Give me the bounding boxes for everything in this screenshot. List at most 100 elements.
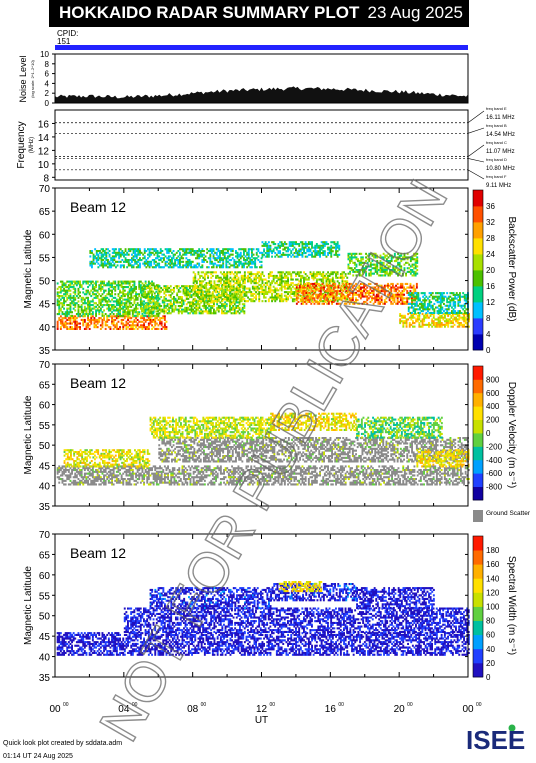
data-cell bbox=[304, 241, 307, 244]
data-cell bbox=[298, 252, 301, 255]
data-cell bbox=[243, 306, 246, 309]
data-cell bbox=[412, 314, 414, 317]
data-cell bbox=[327, 243, 329, 246]
data-cell bbox=[441, 301, 444, 304]
data-cell bbox=[64, 320, 67, 323]
data-cell bbox=[159, 259, 162, 262]
data-cell bbox=[408, 322, 411, 325]
data-cell bbox=[59, 322, 62, 325]
data-cell bbox=[229, 282, 232, 285]
data-cell bbox=[134, 259, 137, 262]
data-cell bbox=[80, 305, 83, 308]
data-cell bbox=[421, 325, 424, 328]
data-cell bbox=[128, 304, 131, 307]
data-cell bbox=[412, 320, 414, 323]
data-cell bbox=[176, 299, 179, 302]
data-cell bbox=[93, 320, 96, 323]
data-cell bbox=[211, 296, 214, 299]
data-cell bbox=[210, 276, 213, 279]
data-cell bbox=[271, 252, 273, 255]
data-cell bbox=[280, 282, 283, 285]
data-cell bbox=[443, 299, 445, 302]
data-cell bbox=[299, 250, 302, 253]
data-cell bbox=[269, 246, 272, 249]
data-cell bbox=[247, 300, 249, 303]
data-cell bbox=[173, 310, 175, 313]
data-cell bbox=[147, 257, 149, 260]
data-cell bbox=[195, 310, 198, 313]
data-cell bbox=[293, 300, 296, 303]
data-cell bbox=[280, 287, 283, 290]
data-cell bbox=[247, 251, 250, 254]
data-cell bbox=[203, 298, 206, 301]
data-cell bbox=[213, 305, 215, 308]
data-cell bbox=[87, 318, 89, 321]
data-cell bbox=[283, 285, 286, 288]
data-cell bbox=[119, 313, 121, 316]
data-cell bbox=[419, 297, 421, 300]
data-cell bbox=[123, 289, 126, 292]
data-cell bbox=[87, 314, 89, 317]
data-cell bbox=[74, 322, 77, 325]
data-cell bbox=[166, 264, 169, 267]
data-cell bbox=[100, 260, 103, 263]
data-cell bbox=[417, 293, 420, 296]
data-cell bbox=[277, 243, 280, 246]
data-cell bbox=[130, 302, 133, 305]
data-cell bbox=[171, 306, 174, 309]
data-cell bbox=[88, 305, 91, 308]
data-cell bbox=[208, 300, 211, 303]
data-cell bbox=[135, 305, 137, 308]
data-cell bbox=[256, 282, 259, 285]
data-cell bbox=[171, 260, 173, 263]
data-cell bbox=[460, 311, 463, 314]
data-cell bbox=[302, 299, 305, 302]
data-cell bbox=[243, 264, 245, 267]
data-cell bbox=[108, 260, 111, 263]
data-cell bbox=[223, 271, 225, 274]
data-cell bbox=[114, 305, 117, 308]
data-cell bbox=[277, 292, 280, 295]
data-cell bbox=[414, 299, 417, 302]
data-cell bbox=[97, 262, 100, 265]
data-cell bbox=[454, 302, 457, 305]
data-cell bbox=[251, 259, 253, 262]
data-cell bbox=[198, 264, 201, 267]
data-cell bbox=[165, 326, 168, 329]
data-cell bbox=[414, 288, 417, 291]
data-cell bbox=[439, 320, 442, 323]
data-cell bbox=[287, 298, 289, 301]
data-cell bbox=[423, 297, 426, 300]
colorbar-tick-label: 28 bbox=[486, 234, 495, 243]
data-cell bbox=[258, 298, 261, 301]
data-cell bbox=[158, 312, 161, 315]
data-cell bbox=[224, 283, 227, 286]
data-cell bbox=[145, 296, 148, 299]
data-cell bbox=[69, 318, 72, 321]
data-cell bbox=[145, 294, 148, 297]
data-cell bbox=[163, 324, 166, 327]
data-cell bbox=[169, 301, 172, 304]
data-cell bbox=[247, 296, 249, 299]
data-cell bbox=[230, 259, 233, 262]
data-cell bbox=[127, 326, 129, 329]
data-cell bbox=[163, 317, 166, 320]
data-cell bbox=[142, 303, 145, 306]
data-cell bbox=[463, 306, 466, 309]
data-cell bbox=[216, 285, 219, 288]
data-cell bbox=[215, 266, 218, 269]
data-cell bbox=[106, 318, 109, 321]
data-cell bbox=[322, 273, 325, 276]
data-cell bbox=[288, 271, 291, 274]
data-cell bbox=[423, 292, 426, 295]
data-cell bbox=[302, 284, 305, 287]
data-cell bbox=[69, 305, 72, 308]
data-cell bbox=[405, 322, 408, 325]
data-cell bbox=[95, 324, 97, 327]
data-cell bbox=[194, 278, 197, 281]
data-cell bbox=[185, 250, 188, 253]
frequency-band-name: freq band B bbox=[486, 123, 507, 128]
data-cell bbox=[269, 283, 272, 286]
data-cell bbox=[335, 248, 337, 251]
